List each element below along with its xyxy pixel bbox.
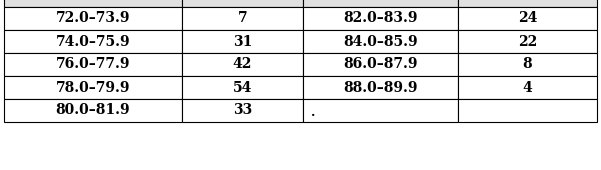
Text: 86.0–87.9: 86.0–87.9 bbox=[343, 57, 418, 72]
Bar bbox=[182, 76, 303, 99]
Bar bbox=[303, 76, 458, 99]
Text: No. of wires: No. of wires bbox=[198, 0, 287, 1]
Text: Length of wire: Length of wire bbox=[326, 0, 435, 1]
Text: 33: 33 bbox=[233, 104, 252, 117]
Text: 74.0–75.9: 74.0–75.9 bbox=[56, 35, 130, 48]
Text: 54: 54 bbox=[233, 81, 252, 95]
Text: 4: 4 bbox=[523, 81, 532, 95]
Bar bbox=[182, 53, 303, 76]
Bar bbox=[303, 99, 458, 122]
Bar bbox=[182, 0, 303, 7]
Text: 72.0–73.9: 72.0–73.9 bbox=[56, 12, 130, 26]
Text: .: . bbox=[311, 106, 316, 119]
Bar bbox=[303, 53, 458, 76]
Bar bbox=[303, 30, 458, 53]
Bar bbox=[182, 99, 303, 122]
Text: 88.0–89.9: 88.0–89.9 bbox=[343, 81, 418, 95]
Bar bbox=[182, 7, 303, 30]
Text: 31: 31 bbox=[233, 35, 252, 48]
Text: 7: 7 bbox=[237, 12, 248, 26]
Bar bbox=[4, 0, 182, 7]
Bar bbox=[458, 0, 597, 7]
Bar bbox=[458, 99, 597, 122]
Bar bbox=[458, 7, 597, 30]
Bar bbox=[4, 30, 182, 53]
Bar bbox=[303, 7, 458, 30]
Bar bbox=[458, 76, 597, 99]
Text: 22: 22 bbox=[518, 35, 537, 48]
Text: Length of wire (in cm): Length of wire (in cm) bbox=[10, 0, 176, 1]
Text: 78.0–79.9: 78.0–79.9 bbox=[56, 81, 130, 95]
Text: 42: 42 bbox=[233, 57, 252, 72]
Text: 84.0–85.9: 84.0–85.9 bbox=[343, 35, 418, 48]
Bar bbox=[4, 7, 182, 30]
Text: 80.0–81.9: 80.0–81.9 bbox=[56, 104, 130, 117]
Text: 82.0–83.9: 82.0–83.9 bbox=[343, 12, 418, 26]
Bar bbox=[4, 99, 182, 122]
Bar bbox=[4, 76, 182, 99]
Text: No. of wires: No. of wires bbox=[483, 0, 572, 1]
Text: 8: 8 bbox=[523, 57, 532, 72]
Bar bbox=[458, 53, 597, 76]
Bar bbox=[4, 53, 182, 76]
Bar bbox=[303, 0, 458, 7]
Bar bbox=[182, 30, 303, 53]
Text: 24: 24 bbox=[518, 12, 537, 26]
Bar bbox=[458, 30, 597, 53]
Text: 76.0–77.9: 76.0–77.9 bbox=[56, 57, 130, 72]
